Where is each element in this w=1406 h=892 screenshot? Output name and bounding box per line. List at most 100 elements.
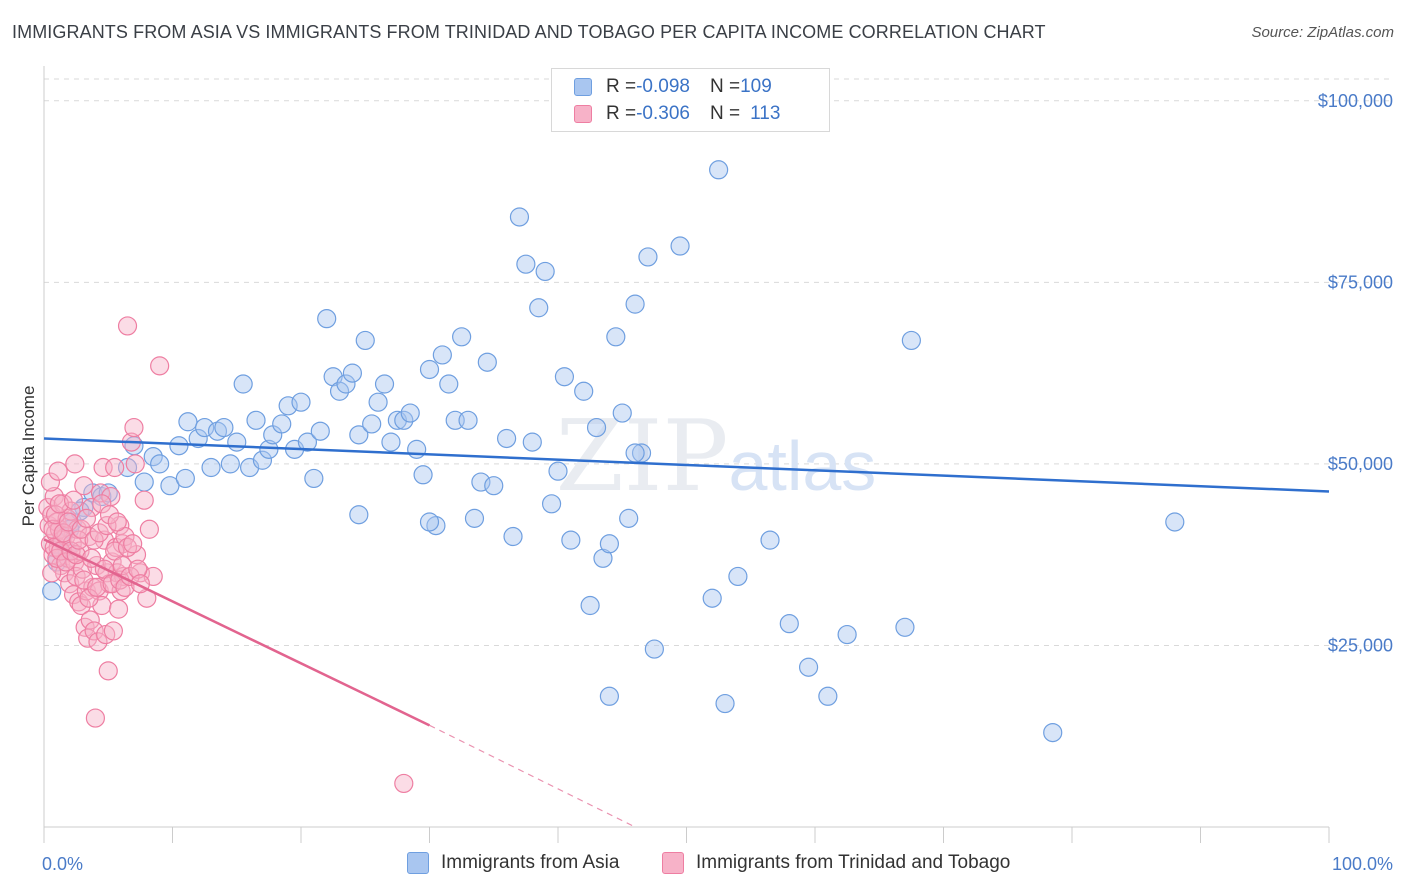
tt-point — [150, 356, 170, 376]
tt-point — [107, 512, 127, 532]
watermark: ZIPatlas — [556, 400, 877, 514]
tt-point — [49, 494, 70, 514]
tt-point — [56, 552, 76, 572]
tt-point — [130, 563, 150, 583]
y-tick-label: $25,000 — [1328, 635, 1393, 655]
asia-point — [619, 508, 639, 528]
asia-point — [278, 396, 298, 416]
asia-point — [362, 414, 382, 434]
legend-r-label: R = — [606, 76, 637, 97]
legend-n-label: N = — [709, 76, 741, 97]
asia-point — [638, 247, 658, 267]
tt-point — [80, 610, 100, 630]
asia-point — [214, 417, 234, 438]
x-tick-label-min: 0.0% — [42, 854, 83, 874]
asia-point — [509, 207, 530, 227]
asia-point — [188, 428, 208, 449]
asia-point — [400, 403, 420, 423]
asia-point — [541, 494, 562, 514]
y-axis-label: Per Capita Income — [19, 386, 38, 527]
asia-point — [246, 410, 266, 430]
asia-point — [374, 374, 395, 394]
legend-n-value-asia: 109 — [740, 76, 772, 97]
asia-point — [201, 457, 221, 478]
asia-point — [516, 254, 536, 274]
tt-point — [85, 708, 106, 728]
tt-point — [87, 577, 107, 597]
tt-point — [112, 534, 132, 554]
tt-point — [98, 661, 118, 681]
tt-point — [84, 621, 104, 641]
asia-point — [580, 595, 600, 616]
asia-point — [709, 160, 729, 180]
tt-point — [124, 417, 144, 438]
asia-point — [464, 508, 485, 528]
asia-point — [169, 436, 189, 456]
tt-point — [117, 316, 138, 336]
legend-r-value-asia: -0.098 — [636, 76, 690, 97]
asia-point — [291, 392, 311, 412]
series-legend: Immigrants from Asia Immigrants from Tri… — [0, 852, 1406, 878]
asia-point — [625, 443, 645, 463]
tt-point — [63, 490, 84, 510]
tt-point — [69, 592, 89, 612]
asia-point — [336, 374, 356, 394]
asia-point — [407, 439, 427, 459]
tt-point — [71, 519, 91, 539]
y-tick-label: $100,000 — [1318, 91, 1393, 111]
legend-label-asia: Immigrants from Asia — [441, 852, 620, 873]
legend-swatch-asia — [407, 852, 429, 874]
tt-point — [134, 490, 154, 510]
asia-point — [586, 417, 607, 438]
asia-point — [497, 428, 517, 449]
legend-r-label: R = — [606, 103, 637, 124]
legend-item-tt: Immigrants from Trinidad and Tobago — [662, 852, 1010, 874]
asia-point — [317, 309, 337, 329]
tt-point — [74, 476, 94, 496]
tt-point — [53, 523, 73, 543]
asia-point — [471, 472, 491, 492]
trend-line-tt-extension — [429, 724, 636, 828]
asia-point — [612, 403, 632, 423]
asia-point — [529, 298, 549, 318]
asia-point — [143, 447, 163, 467]
asia-point — [901, 330, 921, 351]
series-asia-points — [42, 160, 1185, 743]
legend-swatch-tt — [662, 852, 684, 874]
tt-point — [81, 497, 102, 518]
tt-point — [65, 454, 85, 474]
asia-point — [548, 461, 568, 481]
series-tt-points — [38, 316, 414, 794]
tick-labels: $25,000 $50,000 $75,000 $100,000 0.0% 100.0% — [42, 91, 1393, 874]
asia-point — [150, 454, 170, 474]
asia-point — [1165, 512, 1185, 532]
trend-line-asia — [43, 437, 1330, 493]
asia-point — [728, 566, 748, 587]
tt-point — [103, 621, 123, 641]
asia-point — [381, 432, 401, 452]
tt-point — [112, 555, 132, 576]
legend-swatch-asia — [574, 78, 592, 96]
tt-point — [79, 588, 99, 608]
asia-point — [227, 432, 247, 452]
tt-point — [60, 574, 80, 594]
tt-point — [76, 508, 97, 528]
asia-point — [426, 516, 446, 536]
asia-point — [702, 588, 722, 608]
tt-point — [93, 457, 113, 478]
y-tick-label: $75,000 — [1328, 272, 1393, 292]
trend-line-tt — [43, 538, 431, 727]
tt-point — [71, 595, 91, 616]
legend-swatch-tt — [574, 105, 592, 123]
asia-point — [599, 686, 620, 706]
asia-point — [272, 414, 292, 434]
tt-point — [123, 534, 143, 554]
asia-point — [42, 581, 62, 601]
tt-point — [108, 599, 129, 619]
tt-point — [105, 457, 125, 478]
tt-point — [40, 472, 61, 492]
legend-item-asia: Immigrants from Asia — [407, 852, 619, 874]
asia-point — [160, 476, 180, 496]
asia-point — [439, 374, 459, 394]
